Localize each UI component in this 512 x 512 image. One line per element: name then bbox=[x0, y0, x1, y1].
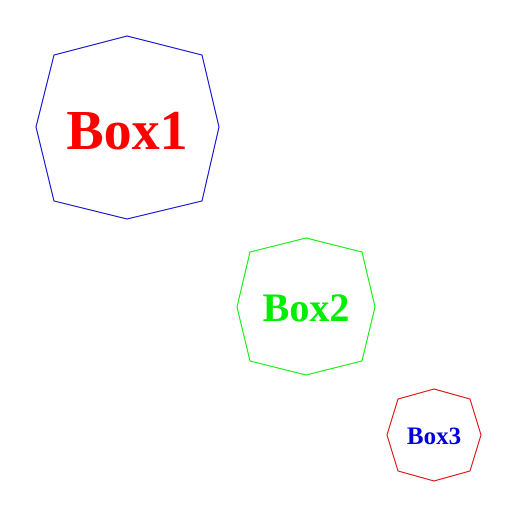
node-box1[interactable]: Box1 bbox=[35, 35, 220, 220]
box2-label: Box2 bbox=[263, 285, 350, 330]
box2-octagon bbox=[236, 237, 376, 376]
box3-octagon bbox=[386, 388, 482, 482]
box3-label: Box3 bbox=[407, 423, 461, 450]
box1-label: Box1 bbox=[66, 100, 187, 162]
node-box2[interactable]: Box2 bbox=[236, 237, 376, 376]
box1-octagon bbox=[35, 35, 220, 220]
node-box3[interactable]: Box3 bbox=[386, 388, 482, 482]
